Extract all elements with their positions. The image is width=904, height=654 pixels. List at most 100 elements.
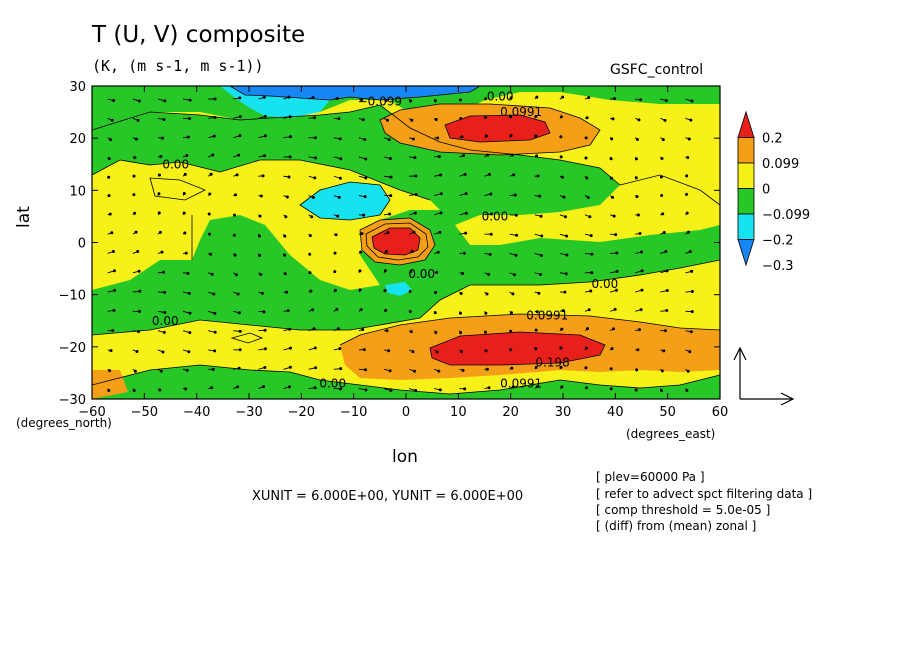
wind-arrow-head — [560, 175, 564, 179]
wind-arrow-head — [185, 368, 189, 372]
wind-arrow-head — [360, 98, 364, 102]
wind-arrow-head — [515, 233, 519, 237]
wind-arrow-head — [484, 311, 488, 315]
wind-arrow-head — [186, 135, 190, 139]
wind-arrow-head — [484, 134, 488, 138]
x-tick-label: −40 — [183, 405, 210, 420]
wind-arrow-head — [689, 330, 693, 334]
contour-label: 0.0991 — [526, 309, 568, 323]
wind-arrow-head — [411, 350, 415, 354]
wind-arrow-head — [435, 350, 439, 354]
wind-arrow-head — [313, 116, 317, 120]
wind-arrow-head — [615, 270, 619, 274]
x-tick-label: −20 — [288, 405, 315, 420]
wind-arrow-head — [184, 387, 188, 391]
wind-arrow-head — [159, 369, 163, 373]
wind-arrow-head — [163, 290, 167, 294]
wind-arrow-head — [534, 134, 538, 138]
x-tick-label: 30 — [555, 405, 572, 420]
wind-arrow-head — [259, 273, 263, 277]
wind-arrow-head — [213, 97, 217, 101]
wind-arrow-head — [686, 155, 690, 159]
wind-arrow-head — [534, 114, 538, 118]
wind-arrow-head — [687, 230, 691, 234]
wind-arrow-head — [639, 250, 643, 254]
wind-arrow-head — [287, 175, 291, 179]
wind-arrow-head — [133, 156, 137, 160]
wind-arrow-head — [488, 252, 492, 256]
wind-arrow-head — [111, 328, 115, 332]
wind-arrow-head — [665, 309, 669, 313]
wind-arrow-head — [314, 156, 318, 160]
wind-arrow-head — [663, 118, 667, 122]
wind-arrow-head — [412, 369, 416, 373]
wind-arrow-head — [384, 250, 388, 254]
wind-arrow-head — [288, 327, 292, 331]
wind-arrow-head — [362, 213, 366, 217]
wind-arrow-head — [238, 348, 242, 352]
x-tick-label: −50 — [131, 405, 158, 420]
wind-arrow-head — [559, 155, 563, 159]
wind-arrow-head — [585, 116, 589, 120]
wind-arrow-head — [609, 176, 613, 180]
wind-arrow-head — [313, 346, 317, 350]
chart-title: T (U, V) composite — [92, 22, 306, 48]
wind-arrow-head — [387, 138, 391, 142]
wind-arrow-head — [560, 385, 564, 389]
y-axis-label: lat — [14, 206, 34, 228]
wind-arrow-head — [308, 271, 312, 275]
wind-arrow-head — [615, 251, 619, 255]
wind-arrow-head — [383, 288, 387, 292]
wind-arrow-head — [363, 368, 367, 372]
wind-arrow-head — [565, 253, 569, 257]
y-tick-label: −20 — [59, 341, 86, 356]
wind-arrow-head — [213, 311, 217, 315]
wind-arrow-head — [562, 195, 566, 199]
wind-arrow-head — [660, 156, 664, 160]
wind-arrow-head — [684, 192, 688, 196]
wind-arrow-head — [186, 271, 190, 275]
wind-arrow-head — [185, 154, 189, 158]
x-tick-label: 50 — [659, 405, 676, 420]
wind-arrow-head — [113, 288, 117, 292]
wind-arrow-head — [662, 231, 666, 235]
x-tick-label: −10 — [340, 405, 367, 420]
wind-arrow-head — [414, 192, 418, 196]
wind-arrow-head — [458, 98, 462, 102]
wind-arrow-head — [289, 135, 293, 139]
wind-arrow-head — [410, 118, 414, 122]
wind-arrow-head — [259, 194, 263, 198]
chart-subtitle: (K, (m s-1, m s-1)) — [92, 57, 264, 75]
wind-arrow-head — [232, 233, 236, 237]
wind-arrow-head — [384, 308, 388, 312]
wind-arrow-head — [584, 366, 588, 370]
wind-arrow-head — [209, 172, 213, 176]
wind-arrow-head — [638, 231, 642, 235]
wind-arrow-head — [487, 172, 491, 176]
wind-arrow-head — [560, 327, 564, 331]
wind-arrow-head — [514, 253, 518, 257]
x-tick-label: 60 — [712, 405, 729, 420]
wind-arrow-head — [313, 176, 317, 180]
wind-arrow-head — [664, 99, 668, 103]
wind-arrow-head — [338, 176, 342, 180]
wind-arrow-head — [309, 289, 313, 293]
wind-arrow-head — [364, 388, 368, 392]
wind-arrow-head — [108, 212, 112, 216]
wind-arrow-head — [436, 136, 440, 140]
wind-arrow-head — [559, 135, 563, 139]
wind-arrow-head — [690, 269, 694, 273]
contour-label: 0.00 — [162, 157, 189, 171]
wind-arrow-head — [387, 349, 391, 353]
wind-arrow-head — [564, 215, 568, 219]
wind-arrow-head — [609, 367, 613, 371]
wind-arrow-head — [238, 115, 242, 119]
wind-arrow-head — [361, 327, 365, 331]
wind-arrow-head — [637, 328, 641, 332]
wind-arrow-head — [258, 214, 262, 218]
wind-arrow-head — [111, 250, 115, 254]
wind-arrow-head — [462, 153, 466, 157]
wind-arrow-head — [388, 212, 392, 216]
wind-arrow-head — [438, 388, 442, 392]
wind-arrow-head — [408, 310, 412, 314]
